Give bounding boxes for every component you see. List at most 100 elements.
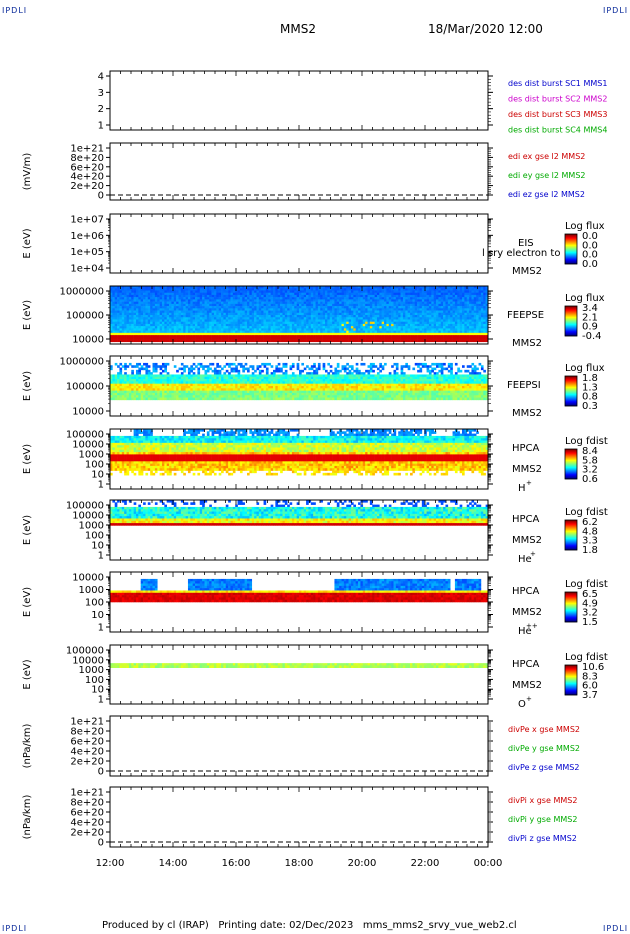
spectrogram-cell bbox=[393, 308, 397, 311]
spectrogram-cell bbox=[355, 299, 359, 302]
spectrogram-cell bbox=[258, 317, 262, 320]
spectrogram-cell bbox=[405, 326, 408, 329]
spectrogram-cell bbox=[360, 326, 364, 329]
spectrogram-cell bbox=[454, 332, 458, 336]
spectrogram-cell bbox=[209, 335, 212, 338]
spectrogram-cell bbox=[400, 292, 404, 296]
spectrogram-cell bbox=[327, 330, 331, 334]
spectrogram-cell bbox=[447, 332, 451, 336]
spectrogram-cell bbox=[289, 288, 293, 291]
spectrogram-cell bbox=[332, 290, 335, 293]
spectrogram-cell bbox=[341, 308, 345, 311]
spectrogram-cell bbox=[459, 319, 463, 322]
spectrogram-cell bbox=[405, 323, 408, 327]
spectrogram-cell bbox=[171, 312, 175, 316]
spectrogram-cell bbox=[355, 294, 359, 298]
spectrogram-cell bbox=[336, 306, 340, 309]
spectrogram-cell bbox=[171, 332, 175, 336]
spectrogram-cell bbox=[376, 303, 380, 307]
spectrogram-cell bbox=[209, 319, 212, 322]
spectrogram-cell bbox=[348, 330, 352, 334]
spectrogram-cell bbox=[121, 323, 125, 327]
spectrogram-cell bbox=[199, 323, 203, 327]
spectrogram-cell bbox=[242, 294, 245, 298]
spectrogram-cell bbox=[185, 317, 189, 320]
spectrogram-cell bbox=[459, 290, 463, 293]
spectrogram-cell bbox=[450, 290, 453, 293]
spectrogram-cell bbox=[192, 294, 196, 298]
spectrogram-cell bbox=[213, 339, 217, 343]
spectrogram-cell bbox=[469, 319, 472, 322]
spectrogram-cell bbox=[154, 299, 158, 302]
spectrogram-cell bbox=[254, 303, 257, 307]
spectrogram-cell bbox=[362, 308, 366, 311]
spectrogram-cell bbox=[450, 337, 453, 340]
spectrogram-cell bbox=[161, 321, 165, 325]
colorbar-tick-label: 0.9 bbox=[582, 322, 598, 333]
spectrogram-cell bbox=[436, 319, 439, 322]
spectrogram-cell bbox=[131, 374, 134, 378]
spectrogram-cell bbox=[315, 323, 319, 327]
spectrogram-cell bbox=[114, 321, 118, 325]
spectrogram-cell bbox=[301, 330, 305, 334]
spectrogram-cell bbox=[225, 339, 229, 343]
spectrogram-cell bbox=[398, 319, 401, 322]
colorbar-title: Log flux bbox=[565, 293, 605, 304]
spectrogram-cell bbox=[126, 288, 130, 291]
spectrogram-cell bbox=[206, 301, 210, 305]
spectrogram-cell bbox=[150, 337, 153, 340]
spectrogram-cell bbox=[183, 326, 186, 329]
spectrogram-cell bbox=[183, 332, 186, 336]
spectrogram-cell bbox=[414, 319, 418, 322]
spectrogram-cell bbox=[284, 332, 288, 336]
spectrogram-cell bbox=[459, 292, 463, 296]
spectrogram-cell bbox=[395, 335, 399, 338]
spectrogram-cell bbox=[152, 323, 156, 327]
spectrogram-cell bbox=[164, 290, 167, 293]
spectrogram-cell bbox=[462, 290, 465, 293]
spectrogram-cell bbox=[152, 386, 156, 389]
spectrogram-cell bbox=[169, 339, 172, 343]
spectrogram-cell bbox=[121, 306, 125, 309]
spectrogram-cell bbox=[310, 312, 314, 316]
spectrogram-cell bbox=[320, 337, 323, 340]
spectrogram-cell bbox=[171, 328, 175, 331]
spectrogram-cell bbox=[124, 301, 127, 305]
spectrogram-cell bbox=[197, 315, 201, 318]
spectrogram-cell bbox=[135, 332, 139, 336]
spectrogram-cell bbox=[145, 381, 149, 384]
spectrogram-cell bbox=[254, 299, 257, 302]
spectrogram-cell bbox=[310, 303, 314, 307]
spectrogram-cell bbox=[171, 390, 175, 394]
spectrogram-cell bbox=[114, 303, 118, 307]
spectrogram-cell bbox=[289, 332, 293, 336]
spectrogram-cell bbox=[119, 337, 123, 340]
spectrogram-cell bbox=[393, 317, 397, 320]
spectrogram-cell bbox=[322, 319, 326, 322]
spectrogram-cell bbox=[473, 328, 477, 331]
spectrogram-cell bbox=[265, 312, 269, 316]
spectrogram-cell bbox=[242, 301, 245, 305]
spectrogram-cell bbox=[114, 381, 118, 384]
spectrogram-cell bbox=[433, 292, 437, 296]
spectrogram-cell bbox=[199, 337, 203, 340]
spectrogram-cell bbox=[417, 319, 420, 322]
spectrogram-cell bbox=[284, 337, 288, 340]
spectrogram-cell bbox=[164, 288, 167, 291]
spectrogram-cell bbox=[147, 365, 151, 368]
spectrogram-cell bbox=[350, 312, 354, 316]
spectrogram-cell bbox=[355, 308, 359, 311]
spectrogram-cell bbox=[284, 339, 288, 343]
spectrogram-cell bbox=[277, 326, 281, 329]
spectrogram-cell bbox=[121, 294, 125, 298]
spectrogram-cell bbox=[369, 299, 373, 302]
spectrogram-cell bbox=[428, 328, 432, 331]
spectrogram-cell bbox=[126, 335, 130, 338]
spectrogram-cell bbox=[324, 323, 328, 327]
spectrogram-cell bbox=[440, 294, 444, 298]
spectrogram-cell bbox=[119, 390, 123, 394]
spectrogram-cell bbox=[317, 306, 321, 309]
spectrogram-cell bbox=[365, 319, 368, 322]
spectrogram-cell bbox=[124, 376, 127, 380]
spectrogram-cell bbox=[225, 337, 229, 340]
